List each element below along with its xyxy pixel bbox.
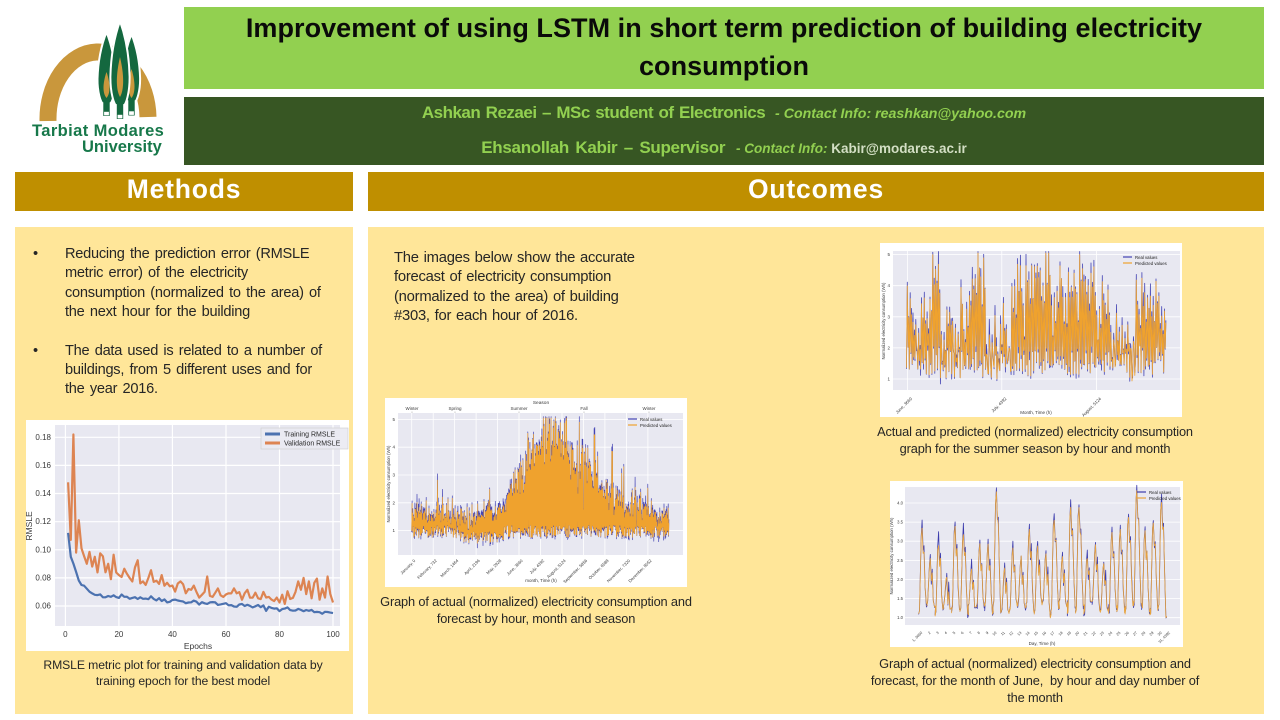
- svg-text:3: 3: [887, 314, 890, 319]
- svg-text:27: 27: [1132, 631, 1138, 637]
- svg-text:Normalized electricity consump: Normalized electricity consumption (Wh): [386, 445, 391, 522]
- svg-text:100: 100: [326, 630, 340, 639]
- svg-text:Real values: Real values: [1149, 490, 1171, 495]
- svg-text:14: 14: [1025, 631, 1031, 637]
- svg-text:3: 3: [392, 473, 395, 478]
- svg-text:Spring: Spring: [448, 406, 462, 411]
- svg-text:2.5: 2.5: [897, 558, 903, 563]
- svg-text:July, 4392: July, 4392: [528, 558, 545, 575]
- svg-text:28: 28: [1140, 631, 1146, 637]
- svg-text:0: 0: [63, 630, 68, 639]
- svg-text:2: 2: [392, 500, 395, 505]
- svg-text:December, 8052: December, 8052: [627, 558, 653, 584]
- svg-text:RMSLE: RMSLE: [26, 511, 34, 541]
- svg-text:Normalized electricity consump: Normalized electricity consumption (Wh): [881, 282, 886, 359]
- svg-text:1.5: 1.5: [897, 596, 903, 601]
- svg-text:6: 6: [960, 631, 964, 635]
- svg-text:0.14: 0.14: [35, 489, 51, 498]
- svg-text:0.16: 0.16: [35, 461, 51, 470]
- svg-text:October, 6588: October, 6588: [587, 558, 610, 581]
- svg-text:25: 25: [1116, 631, 1122, 637]
- svg-text:0.18: 0.18: [35, 433, 51, 442]
- svg-text:Tarbiat Modares: Tarbiat Modares: [32, 122, 164, 140]
- svg-text:80: 80: [275, 630, 284, 639]
- svg-text:40: 40: [168, 630, 177, 639]
- svg-text:1.0: 1.0: [897, 615, 903, 620]
- svg-text:Day, Time (h): Day, Time (h): [1029, 641, 1056, 646]
- svg-text:Predicted values: Predicted values: [1149, 496, 1181, 501]
- svg-text:15: 15: [1033, 631, 1039, 637]
- svg-text:12: 12: [1008, 631, 1014, 637]
- svg-text:11: 11: [1000, 631, 1006, 637]
- svg-text:17: 17: [1050, 631, 1056, 637]
- svg-text:20: 20: [1074, 631, 1080, 637]
- svg-text:22: 22: [1091, 631, 1097, 637]
- svg-text:21: 21: [1083, 631, 1089, 637]
- svg-text:9: 9: [985, 631, 989, 635]
- svg-text:18: 18: [1058, 631, 1064, 637]
- svg-text:August, 5124: August, 5124: [1081, 396, 1103, 417]
- svg-text:29: 29: [1149, 631, 1155, 637]
- svg-text:16: 16: [1041, 631, 1047, 637]
- svg-text:4: 4: [887, 283, 890, 288]
- svg-text:May, 2928: May, 2928: [485, 558, 503, 576]
- svg-text:60: 60: [222, 630, 231, 639]
- svg-text:3.0: 3.0: [897, 539, 903, 544]
- svg-text:0.10: 0.10: [35, 545, 51, 554]
- svg-text:26: 26: [1124, 631, 1130, 637]
- svg-text:1: 1: [392, 528, 395, 533]
- svg-text:5: 5: [392, 417, 395, 422]
- svg-text:Fall: Fall: [580, 406, 587, 411]
- svg-text:Predicted values: Predicted values: [1135, 261, 1167, 266]
- svg-text:4: 4: [944, 631, 948, 635]
- svg-text:4.0: 4.0: [897, 501, 903, 506]
- svg-text:Winter: Winter: [642, 406, 656, 411]
- svg-text:Epochs: Epochs: [184, 641, 212, 651]
- svg-text:5: 5: [887, 252, 890, 257]
- svg-text:Real values: Real values: [1135, 255, 1157, 260]
- svg-text:2: 2: [887, 345, 890, 350]
- svg-text:4: 4: [392, 445, 395, 450]
- svg-text:7: 7: [969, 631, 973, 635]
- svg-text:April, 2196: April, 2196: [463, 558, 481, 576]
- svg-text:January, 0: January, 0: [399, 558, 417, 576]
- svg-text:Predicted values: Predicted values: [640, 423, 672, 428]
- svg-text:Winter: Winter: [405, 406, 419, 411]
- svg-text:3.5: 3.5: [897, 520, 903, 525]
- svg-text:20: 20: [114, 630, 123, 639]
- svg-text:5: 5: [952, 631, 956, 635]
- svg-text:Month, Time (h): Month, Time (h): [1020, 410, 1052, 415]
- svg-text:June, 3660: June, 3660: [506, 558, 525, 577]
- svg-text:1: 1: [887, 377, 890, 382]
- svg-text:August, 5124: August, 5124: [546, 558, 567, 579]
- svg-text:2: 2: [927, 631, 931, 635]
- svg-text:30: 30: [1157, 631, 1163, 637]
- svg-text:July, 4392: July, 4392: [990, 396, 1008, 414]
- svg-text:10: 10: [992, 631, 998, 637]
- svg-text:Training RMSLE: Training RMSLE: [284, 432, 335, 439]
- svg-text:19: 19: [1066, 631, 1072, 637]
- svg-text:Season: Season: [533, 400, 550, 406]
- svg-text:0.12: 0.12: [35, 517, 51, 526]
- svg-text:Real values: Real values: [640, 417, 662, 422]
- svg-text:0.08: 0.08: [35, 573, 51, 582]
- svg-text:Normalized electricity consump: Normalized electricity consumption (Wh): [890, 517, 894, 594]
- svg-text:Validation RMSLE: Validation RMSLE: [284, 441, 341, 448]
- svg-text:June, 3660: June, 3660: [895, 396, 914, 415]
- svg-text:February, 732: February, 732: [416, 558, 438, 580]
- svg-text:23: 23: [1099, 631, 1105, 637]
- svg-text:1, 3660: 1, 3660: [912, 631, 924, 643]
- svg-text:24: 24: [1107, 631, 1113, 637]
- svg-text:month, Time (h): month, Time (h): [525, 578, 557, 583]
- svg-text:3: 3: [935, 631, 939, 635]
- svg-text:8: 8: [977, 631, 981, 635]
- svg-text:2.0: 2.0: [897, 577, 903, 582]
- svg-text:0.06: 0.06: [35, 602, 51, 611]
- svg-text:13: 13: [1017, 631, 1023, 637]
- svg-text:March, 1464: March, 1464: [439, 558, 459, 578]
- svg-text:University: University: [82, 138, 163, 156]
- svg-text:Summer: Summer: [510, 406, 528, 411]
